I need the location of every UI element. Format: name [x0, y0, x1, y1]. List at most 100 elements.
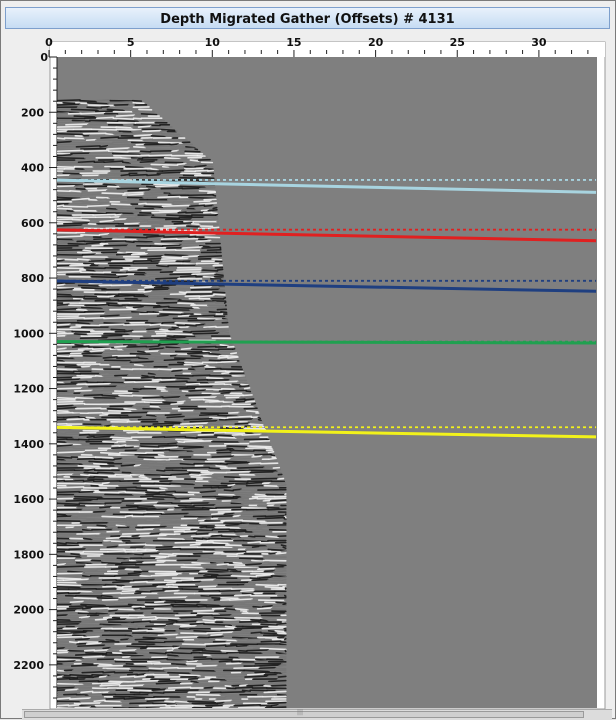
reflection-segment — [57, 414, 79, 415]
reflection-segment — [258, 701, 266, 702]
reflection-segment — [196, 533, 209, 534]
reflection-segment — [244, 670, 269, 671]
reflection-segment — [139, 126, 151, 127]
reflection-segment — [179, 186, 205, 187]
reflection-segment — [79, 492, 94, 493]
reflection-segment — [207, 632, 233, 633]
reflection-segment — [121, 175, 129, 176]
reflection-segment — [81, 520, 94, 521]
reflection-segment — [57, 260, 64, 261]
reflection-segment — [283, 547, 286, 548]
scrollbar-thumb[interactable] — [24, 711, 584, 718]
reflection-segment — [201, 210, 208, 211]
reflection-segment — [87, 310, 93, 311]
reflection-segment — [149, 659, 167, 660]
horizontal-scrollbar[interactable]: ||| — [22, 709, 612, 720]
reflection-segment — [139, 358, 149, 359]
reflection-segment — [209, 534, 236, 535]
reflection-segment — [160, 707, 170, 708]
reflection-segment — [57, 259, 78, 260]
reflection-segment — [214, 668, 234, 669]
reflection-segment — [125, 223, 140, 224]
y-tick-label: 1000 — [13, 327, 44, 340]
reflection-segment — [147, 175, 160, 176]
reflection-segment — [196, 695, 220, 696]
reflection-segment — [264, 558, 286, 559]
reflection-segment — [278, 479, 284, 480]
reflection-segment — [70, 327, 81, 328]
reflection-segment — [84, 351, 90, 352]
reflection-segment — [119, 306, 126, 307]
reflection-segment — [190, 623, 204, 624]
reflection-segment — [132, 131, 143, 132]
reflection-segment — [57, 268, 84, 269]
reflection-segment — [193, 333, 218, 334]
reflection-segment — [194, 201, 211, 202]
reflection-segment — [157, 303, 178, 304]
reflection-segment — [262, 457, 272, 458]
reflection-segment — [138, 351, 145, 352]
reflection-segment — [83, 576, 91, 577]
reflection-segment — [116, 580, 134, 581]
reflection-segment — [205, 643, 231, 644]
reflection-segment — [242, 593, 254, 594]
reflection-segment — [199, 384, 224, 385]
reflection-segment — [188, 258, 198, 259]
reflection-segment — [57, 127, 82, 128]
reflection-segment — [194, 505, 215, 506]
reflection-segment — [136, 243, 155, 244]
reflection-segment — [191, 477, 212, 478]
reflection-segment — [102, 683, 122, 684]
reflection-segment — [125, 515, 132, 516]
reflection-segment — [131, 470, 157, 471]
reflection-segment — [204, 624, 231, 625]
reflection-segment — [104, 318, 131, 319]
reflection-segment — [82, 672, 103, 673]
reflection-segment — [198, 178, 214, 179]
reflection-segment — [57, 222, 73, 223]
reflection-segment — [156, 278, 178, 279]
reflection-segment — [152, 689, 165, 690]
reflection-segment — [183, 332, 191, 333]
reflection-segment — [230, 599, 252, 600]
reflection-segment — [107, 679, 131, 680]
reflection-segment — [219, 390, 246, 391]
reflection-segment — [211, 395, 225, 396]
reflection-segment — [57, 404, 85, 405]
reflection-segment — [221, 392, 230, 393]
reflection-segment — [170, 144, 178, 145]
reflection-segment — [177, 621, 197, 622]
reflection-segment — [115, 475, 131, 476]
reflection-segment — [225, 609, 236, 610]
reflection-segment — [68, 244, 86, 245]
reflection-segment — [242, 587, 265, 588]
reflection-segment — [124, 124, 135, 125]
reflection-segment — [129, 509, 147, 510]
reflection-segment — [217, 703, 224, 704]
reflection-segment — [224, 513, 234, 514]
reflection-segment — [199, 586, 217, 587]
reflection-segment — [261, 620, 268, 621]
reflection-segment — [57, 593, 69, 594]
reflection-segment — [252, 560, 264, 561]
reflection-segment — [159, 411, 179, 412]
reflection-segment — [272, 578, 279, 579]
reflection-segment — [102, 483, 109, 484]
reflection-segment — [203, 277, 214, 278]
reflection-segment — [94, 464, 108, 465]
reflection-segment — [224, 490, 233, 491]
reflection-segment — [116, 564, 136, 565]
reflection-segment — [57, 687, 74, 688]
reflection-segment — [79, 161, 95, 162]
reflection-segment — [122, 684, 129, 685]
reflection-segment — [209, 312, 221, 313]
reflection-segment — [180, 388, 196, 389]
reflection-segment — [119, 445, 126, 446]
reflection-segment — [195, 577, 217, 578]
reflection-segment — [149, 296, 167, 297]
reflection-segment — [121, 170, 147, 171]
reflection-segment — [186, 212, 204, 213]
reflection-segment — [153, 202, 173, 203]
reflection-segment — [57, 564, 65, 565]
reflection-segment — [78, 259, 91, 260]
